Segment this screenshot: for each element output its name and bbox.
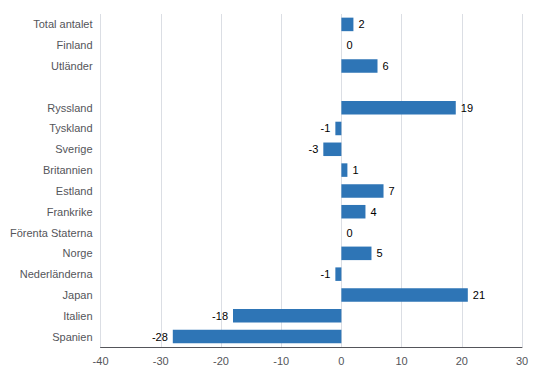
svg-text:Estland: Estland (56, 185, 93, 197)
svg-text:Tyskland: Tyskland (49, 122, 92, 134)
svg-text:10: 10 (395, 355, 407, 367)
svg-text:Finland: Finland (56, 39, 92, 51)
svg-text:Ryssland: Ryssland (47, 102, 92, 114)
svg-text:Britannien: Britannien (43, 164, 93, 176)
svg-text:30: 30 (516, 355, 528, 367)
svg-text:Frankrike: Frankrike (47, 206, 93, 218)
svg-text:20: 20 (456, 355, 468, 367)
svg-text:Utländer: Utländer (51, 60, 93, 72)
svg-text:Sverige: Sverige (55, 143, 92, 155)
svg-text:-20: -20 (213, 355, 229, 367)
svg-text:7: 7 (389, 185, 395, 197)
svg-text:21: 21 (473, 289, 485, 301)
svg-text:0: 0 (346, 227, 352, 239)
svg-text:Spanien: Spanien (52, 331, 92, 343)
svg-text:-3: -3 (309, 143, 319, 155)
svg-text:5: 5 (376, 247, 382, 259)
svg-text:2: 2 (358, 18, 364, 30)
svg-text:-10: -10 (273, 355, 289, 367)
svg-text:-1: -1 (321, 122, 331, 134)
svg-text:6: 6 (383, 60, 389, 72)
svg-text:0: 0 (346, 39, 352, 51)
svg-text:-1: -1 (321, 268, 331, 280)
svg-text:0: 0 (338, 355, 344, 367)
svg-text:-30: -30 (153, 355, 169, 367)
svg-text:Norge: Norge (63, 247, 93, 259)
svg-text:1: 1 (352, 164, 358, 176)
svg-text:Italien: Italien (63, 310, 92, 322)
svg-text:-40: -40 (93, 355, 109, 367)
svg-text:Total antalet: Total antalet (33, 18, 92, 30)
svg-text:19: 19 (461, 102, 473, 114)
svg-text:4: 4 (370, 206, 376, 218)
svg-text:Japan: Japan (63, 289, 93, 301)
svg-text:Förenta Staterna: Förenta Staterna (10, 227, 93, 239)
svg-text:-18: -18 (212, 310, 228, 322)
svg-text:-28: -28 (152, 331, 168, 343)
svg-text:Nederländerna: Nederländerna (20, 268, 94, 280)
